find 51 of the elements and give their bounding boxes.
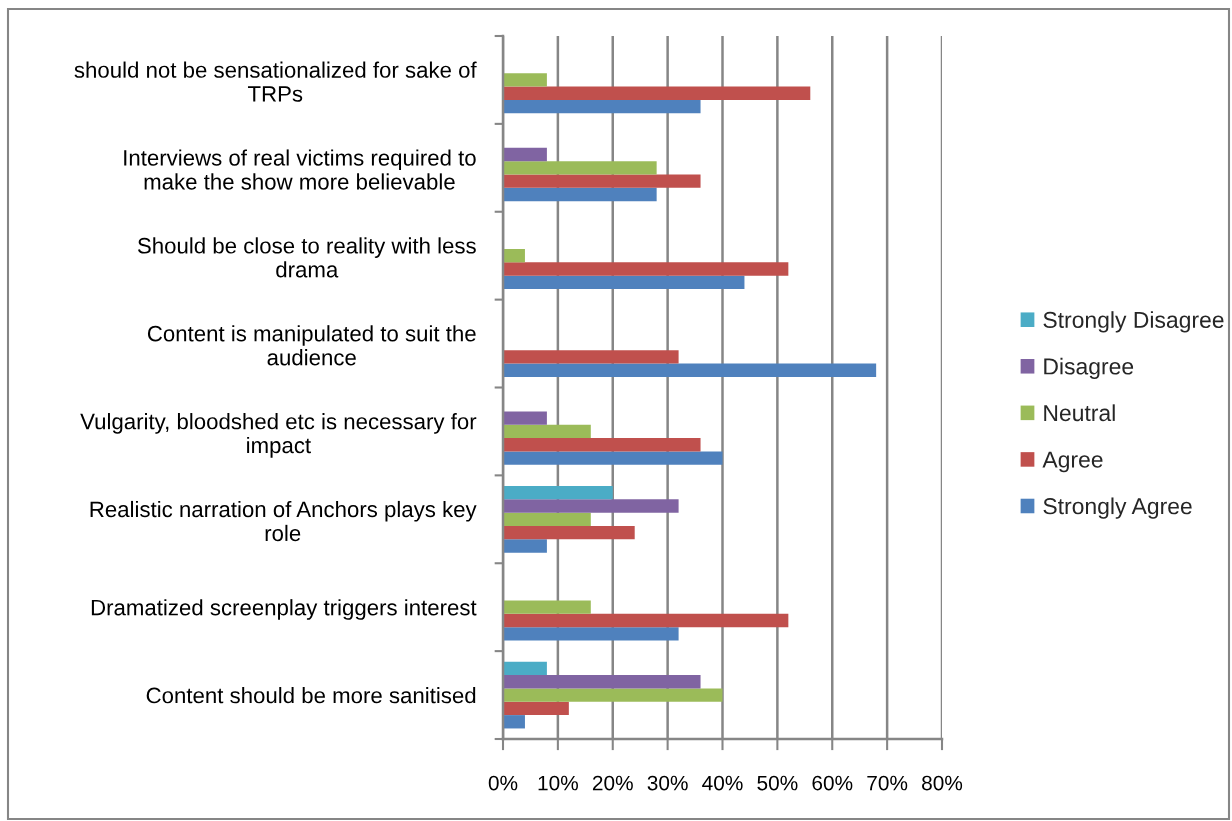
bar <box>503 161 657 175</box>
bar <box>503 627 679 641</box>
bar <box>503 350 679 364</box>
y-tick-label: Interviews of real victims required to make the show more believable <box>124 149 476 190</box>
legend-label: Disagree <box>1044 357 1134 380</box>
x-tick-label: 80% <box>922 775 963 791</box>
x-tick-label: 30% <box>647 775 688 791</box>
x-tick-label: 10% <box>538 775 578 791</box>
legend-label: Strongly Agree <box>1043 497 1192 519</box>
bar <box>503 174 701 188</box>
bar <box>503 147 547 162</box>
bar <box>503 73 547 87</box>
x-tick-label: 0% <box>488 775 518 791</box>
y-tick-label: Dramatized screenplay triggers interest <box>91 599 477 620</box>
bar <box>503 99 701 114</box>
x-tick-label: 70% <box>867 775 908 791</box>
bar <box>503 275 745 290</box>
bar <box>503 539 547 553</box>
bar <box>503 715 525 729</box>
y-tick-label: should not be sensationalized for sake of TRPs <box>74 61 477 102</box>
bar <box>503 701 569 716</box>
bar <box>503 525 635 540</box>
bar <box>503 249 525 263</box>
y-tick-label: Should be close to reality with less drama <box>137 237 476 278</box>
y-tick-label: Content is manipulated to suit the audience <box>147 325 476 366</box>
bar <box>503 600 591 614</box>
legend-label: Agree <box>1042 451 1103 473</box>
x-tick-label: 50% <box>757 775 798 791</box>
bar <box>503 675 701 689</box>
y-tick-label: Realistic narration of Anchors plays key role <box>90 500 477 542</box>
bar <box>503 438 701 452</box>
bar <box>503 512 591 526</box>
x-tick-label: 40% <box>702 775 743 791</box>
bar <box>503 613 789 628</box>
bar <box>503 451 723 465</box>
legend-label: Neutral <box>1044 404 1115 422</box>
bar <box>503 424 591 439</box>
bar <box>503 661 547 676</box>
bar <box>503 499 679 513</box>
bar <box>503 187 657 202</box>
y-tick-label: Content should be more sanitised <box>146 687 476 704</box>
bar <box>503 86 811 100</box>
bar <box>503 688 723 702</box>
bar <box>503 262 789 276</box>
bar <box>503 363 877 377</box>
legend-label: Strongly Disagree <box>1043 311 1224 333</box>
y-tick-label: Vulgarity, bloodshed etc is necessary for impact <box>80 413 477 458</box>
x-tick-label: 60% <box>812 775 853 791</box>
x-tick-label: 20% <box>592 775 633 791</box>
bar <box>503 485 613 500</box>
bar <box>503 411 547 425</box>
